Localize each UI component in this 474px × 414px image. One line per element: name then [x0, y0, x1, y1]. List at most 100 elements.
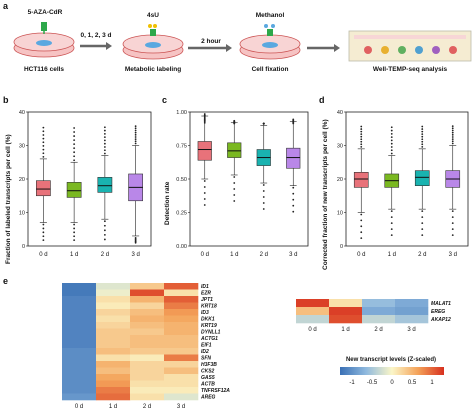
- outlier-point: [451, 228, 454, 231]
- outlier-point: [451, 216, 454, 219]
- outlier-point: [103, 132, 106, 135]
- outlier-point: [360, 225, 363, 228]
- heatmap-cell: [164, 393, 199, 401]
- heatmap-cell: [130, 296, 165, 303]
- step1-bottom-label: HCT116 cells: [23, 66, 65, 73]
- heatmap-cell: [96, 302, 131, 310]
- heatmap-cell: [362, 307, 396, 316]
- panel-label-e: e: [3, 276, 9, 286]
- outlier-point: [451, 138, 454, 141]
- outlier-point: [134, 127, 137, 130]
- col-label: 3 d: [407, 327, 415, 333]
- heatmap-cell: [296, 307, 330, 316]
- box: [197, 141, 212, 161]
- row-label: ACTG1: [200, 336, 218, 342]
- box: [353, 172, 369, 188]
- x-tick-label: 1 d: [388, 252, 396, 258]
- heatmap-cell: [62, 302, 97, 310]
- outlier-point: [42, 227, 45, 230]
- outlier-point: [451, 136, 454, 138]
- outlier-point: [103, 224, 106, 227]
- step3-top-label: Methanol: [255, 12, 285, 19]
- heatmap-cell: [130, 374, 165, 381]
- outlier-point: [262, 184, 265, 186]
- legend-tick-label: 0: [390, 380, 394, 386]
- box: [97, 177, 113, 193]
- outlier-point: [421, 234, 424, 237]
- outlier-point: [73, 239, 76, 242]
- outlier-point: [233, 182, 236, 184]
- legend-tick-label: -1: [349, 380, 355, 386]
- outlier-point: [451, 129, 454, 132]
- outlier-point: [103, 146, 106, 148]
- heatmap-cell: [164, 387, 199, 394]
- heatmap-cell: [296, 315, 330, 324]
- panel-label-c: c: [162, 95, 168, 105]
- heatmap-cell: [130, 315, 165, 323]
- heatmap-cell: [329, 299, 363, 308]
- outlier-point: [421, 130, 424, 133]
- x-tick-label: 3 d: [131, 252, 139, 258]
- heatmap-cell: [96, 315, 131, 323]
- y-tick-label: 20: [337, 177, 343, 183]
- outlier-point: [42, 235, 45, 238]
- outlier-point: [262, 196, 265, 198]
- heatmap-cell: [62, 367, 97, 375]
- heatmap-cell: [96, 296, 131, 303]
- heatmap-cell: [130, 283, 165, 290]
- heatmap-cell: [62, 354, 97, 362]
- outlier-point: [42, 126, 45, 129]
- outlier-point: [262, 208, 265, 210]
- legend-gradient-bar: [340, 367, 444, 375]
- legend-tick-label: 0.5: [408, 380, 417, 386]
- row-label: DKK1: [201, 317, 215, 323]
- outlier-point: [421, 133, 424, 136]
- outlier-point: [103, 126, 106, 129]
- y-tick-label: 0.25: [176, 211, 187, 217]
- outlier-point: [421, 228, 424, 231]
- outlier-point: [42, 134, 45, 136]
- heatmap-cell: [130, 380, 165, 388]
- x-tick-label: 3 d: [449, 252, 457, 258]
- y-tick-label: 10: [19, 211, 25, 217]
- outlier-point: [203, 198, 206, 200]
- heatmap-cell: [62, 289, 97, 297]
- col-label: 1 d: [109, 404, 117, 410]
- x-tick-label: 0 d: [201, 252, 209, 258]
- box: [66, 182, 82, 198]
- outlier-point: [360, 237, 363, 240]
- outlier-point: [451, 131, 454, 134]
- heatmap-cell: [130, 361, 165, 368]
- heatmap-cell: [164, 348, 199, 355]
- heatmap-cell: [96, 341, 131, 349]
- row-label: AREG: [200, 395, 216, 401]
- legend-tick-label: -0.5: [367, 380, 378, 386]
- row-label: EREG: [431, 309, 445, 315]
- outlier-point: [103, 229, 106, 232]
- outlier-point: [390, 222, 393, 225]
- heatmap-cell: [96, 283, 131, 290]
- arrow1-label: 0, 1, 2, 3 d: [80, 32, 112, 39]
- outlier-point: [421, 128, 424, 130]
- outlier-point: [360, 128, 363, 130]
- row-label: ID1: [201, 284, 209, 290]
- panel-label-a: a: [3, 1, 9, 11]
- outlier-point: [390, 132, 393, 135]
- outlier-point: [103, 139, 106, 142]
- heatmap-cell: [130, 328, 165, 336]
- x-tick-label: 1 d: [70, 252, 78, 258]
- row-label: EZR: [201, 291, 211, 297]
- y-tick-label: 0.50: [176, 177, 187, 183]
- heatmap-cell: [296, 299, 330, 308]
- outlier-point: [360, 125, 363, 128]
- heatmap-cell: [164, 335, 199, 342]
- heatmap-cell: [62, 348, 97, 355]
- outlier-point: [233, 188, 236, 190]
- y-tick-label: 0.75: [176, 144, 187, 150]
- heatmap-cell: [62, 283, 97, 290]
- outlier-point: [134, 142, 137, 145]
- outlier-point: [42, 148, 45, 151]
- x-tick-label: 3 d: [289, 252, 297, 258]
- outlier-point: [421, 210, 424, 213]
